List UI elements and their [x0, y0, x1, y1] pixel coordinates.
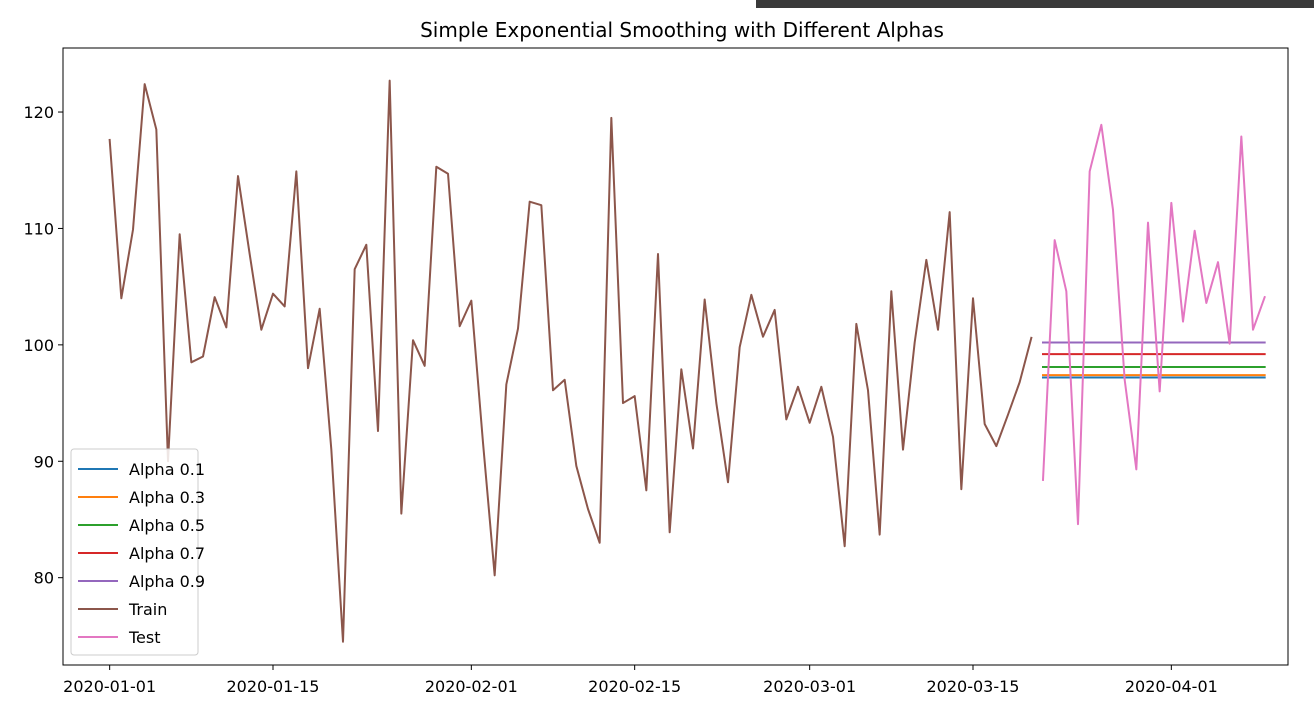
legend-label-alpha-0-7: Alpha 0.7: [129, 544, 205, 563]
legend-box: [70, 448, 199, 656]
x-axis: 2020-01-01 2020-01-15 2020-02-01 2020-02-15…: [63, 665, 1218, 696]
x-tick-label: 2020-04-01: [1125, 677, 1218, 696]
series-line-train: [108, 79, 1033, 643]
chart-title: Simple Exponential Smoothing with Differ…: [420, 18, 944, 42]
legend: Alpha 0.1 Alpha 0.3 Alpha 0.5 Alpha 0.7 Alph…: [70, 448, 205, 656]
y-tick-label: 90: [34, 452, 54, 471]
y-tick-label: 100: [23, 336, 54, 355]
legend-label-alpha-0-9: Alpha 0.9: [129, 572, 205, 591]
legend-label-alpha-0-1: Alpha 0.1: [129, 460, 205, 479]
series-layer: [108, 79, 1266, 643]
series-line-test: [1041, 123, 1266, 526]
y-axis: 80 90 100 110 120: [23, 103, 63, 588]
x-tick-label: 2020-02-01: [425, 677, 518, 696]
legend-label-test: Test: [128, 628, 161, 647]
x-tick-label: 2020-02-15: [588, 677, 681, 696]
y-tick-label: 80: [34, 569, 54, 588]
legend-label-alpha-0-5: Alpha 0.5: [129, 516, 205, 535]
legend-label-train: Train: [128, 600, 167, 619]
window-top-bar: [756, 0, 1314, 8]
y-tick-label: 110: [23, 219, 54, 238]
x-tick-label: 2020-03-01: [763, 677, 856, 696]
legend-label-alpha-0-3: Alpha 0.3: [129, 488, 205, 507]
plot-frame: [62, 47, 1289, 666]
y-tick-label: 120: [23, 103, 54, 122]
x-tick-label: 2020-01-15: [227, 677, 320, 696]
x-tick-label: 2020-01-01: [63, 677, 156, 696]
x-tick-label: 2020-03-15: [927, 677, 1020, 696]
